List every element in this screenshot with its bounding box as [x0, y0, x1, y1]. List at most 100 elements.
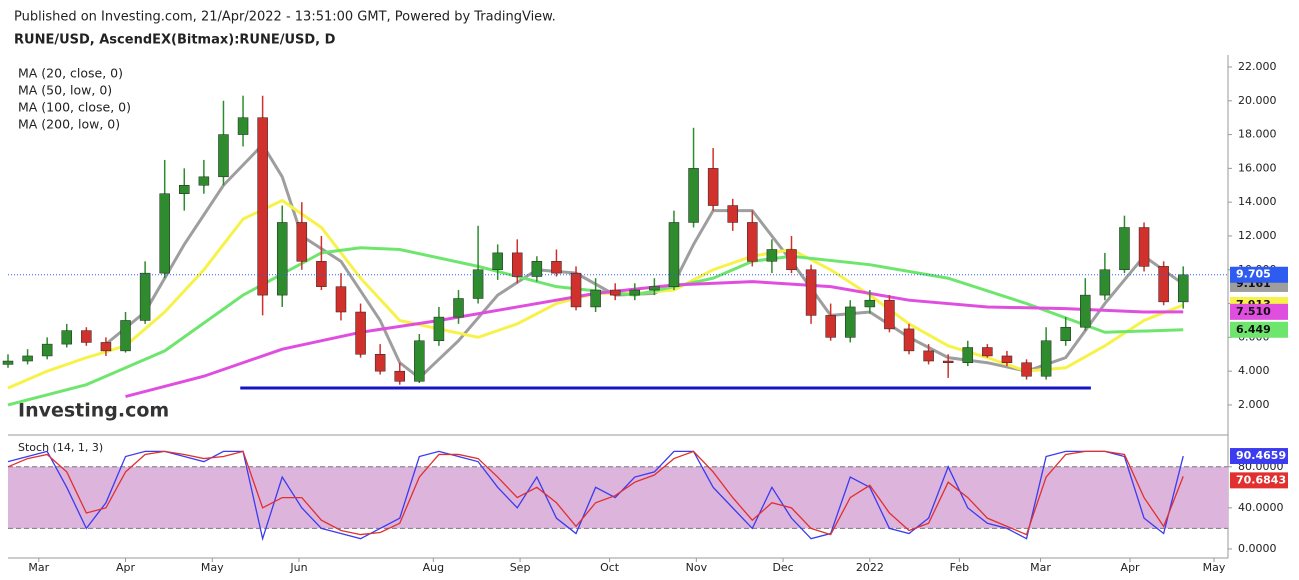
candle-body	[727, 205, 738, 223]
candle-body	[2, 360, 14, 365]
stoch-line	[7, 450, 1184, 536]
candle-body	[414, 340, 425, 382]
x-tick-label: Feb	[950, 561, 969, 574]
x-tick-label: Apr	[1121, 561, 1141, 574]
candle-body	[805, 269, 817, 316]
candle-body	[512, 252, 523, 277]
stoch-line	[7, 450, 1184, 542]
candle-body	[218, 134, 229, 178]
candle-body	[355, 311, 366, 355]
candle-body	[198, 176, 210, 186]
candle-body	[453, 298, 464, 318]
candle-body	[159, 193, 170, 274]
candle-body	[61, 330, 73, 345]
candle-body	[139, 272, 151, 321]
x-tick-label: Apr	[116, 561, 136, 574]
candle-body	[41, 343, 53, 357]
legend-entry: MA (20, close, 0)	[18, 66, 123, 81]
x-tick-label: Nov	[686, 561, 708, 574]
candle-body	[884, 299, 895, 330]
x-tick-label: Mar	[1030, 561, 1051, 574]
legend-entry: MA (200, low, 0)	[18, 117, 120, 132]
candle-body	[747, 222, 758, 262]
candle-body	[1040, 340, 1052, 377]
candle-body	[472, 269, 484, 299]
symbol-title: RUNE/USD, AscendEX(Bitmax):RUNE/USD, D	[14, 33, 336, 48]
candle-body	[335, 286, 347, 313]
candle-body	[982, 347, 993, 357]
candle-body	[1080, 294, 1091, 328]
candle-body	[903, 328, 915, 352]
candle-body	[786, 249, 797, 271]
candle-body	[668, 222, 680, 287]
x-tick-label: Dec	[772, 561, 793, 574]
candle-body	[81, 330, 92, 343]
candle-body	[1060, 326, 1071, 341]
x-tick-label: May	[201, 561, 224, 574]
indicator-title: Stoch (14, 1, 3)	[18, 441, 103, 454]
last-value-badge	[1230, 303, 1288, 320]
candle-body	[923, 350, 934, 362]
stoch-band	[8, 466, 1228, 529]
candle-body	[1099, 269, 1111, 296]
y-tick-label: 40.0000	[1238, 501, 1284, 514]
candle-body	[688, 168, 699, 223]
candle-body	[570, 272, 582, 308]
last-value-badge	[1230, 472, 1288, 489]
candle-body	[551, 261, 562, 274]
candle-body	[1119, 227, 1130, 271]
candle-body	[962, 347, 974, 363]
y-tick-label: 18.000	[1238, 128, 1277, 141]
candle-body	[531, 261, 543, 277]
x-tick-label: Oct	[600, 561, 620, 574]
y-tick-label: 14.000	[1238, 195, 1277, 208]
candle-body	[844, 306, 856, 338]
candle-body	[257, 117, 268, 296]
candle-body	[433, 316, 445, 341]
candle-body	[179, 185, 190, 194]
watermark: Investing.com	[18, 400, 169, 422]
candle-body	[1177, 274, 1189, 303]
x-tick-label: May	[1203, 561, 1226, 574]
y-tick-label: 22.000	[1238, 60, 1277, 73]
candle-body	[22, 355, 33, 362]
y-tick-label: 16.000	[1238, 161, 1277, 174]
candle-body	[766, 249, 778, 262]
last-value-badge	[1230, 266, 1288, 283]
candle-body	[296, 222, 308, 262]
x-tick-label: Jun	[289, 561, 307, 574]
legend-entry: MA (50, low, 0)	[18, 83, 112, 98]
candle-body	[237, 117, 249, 135]
moving-average-line	[125, 280, 1184, 398]
candle-body	[864, 299, 876, 308]
candle-body	[276, 222, 288, 296]
x-tick-label: Sep	[510, 561, 531, 574]
last-value-badge	[1230, 448, 1288, 465]
y-tick-label: 12.000	[1238, 229, 1277, 242]
candle-body	[374, 354, 386, 372]
candle-body	[1158, 266, 1169, 303]
candle-body	[942, 360, 954, 363]
last-value-label: 70.6843	[1236, 473, 1286, 486]
candle-body	[492, 252, 503, 271]
candle-body	[629, 289, 641, 296]
candle-body	[1021, 362, 1032, 377]
candle-body	[100, 342, 112, 352]
last-value-badge	[1230, 321, 1288, 338]
candle-body	[316, 261, 327, 287]
candle-body	[1138, 227, 1150, 267]
last-value-label: 9.705	[1236, 268, 1271, 281]
last-value-label: 7.510	[1236, 305, 1271, 318]
legend-entry: MA (100, close, 0)	[18, 100, 131, 115]
x-tick-label: 2022	[856, 561, 884, 574]
x-tick-label: Mar	[28, 561, 49, 574]
x-tick-label: Aug	[423, 561, 444, 574]
candle-body	[649, 286, 660, 291]
candle-body	[1001, 355, 1013, 363]
last-value-label: 6.449	[1236, 323, 1271, 336]
last-value-label: 90.4659	[1236, 449, 1286, 462]
candle-body	[394, 370, 405, 382]
y-tick-label: 20.000	[1238, 94, 1277, 107]
candle-body	[707, 168, 719, 206]
